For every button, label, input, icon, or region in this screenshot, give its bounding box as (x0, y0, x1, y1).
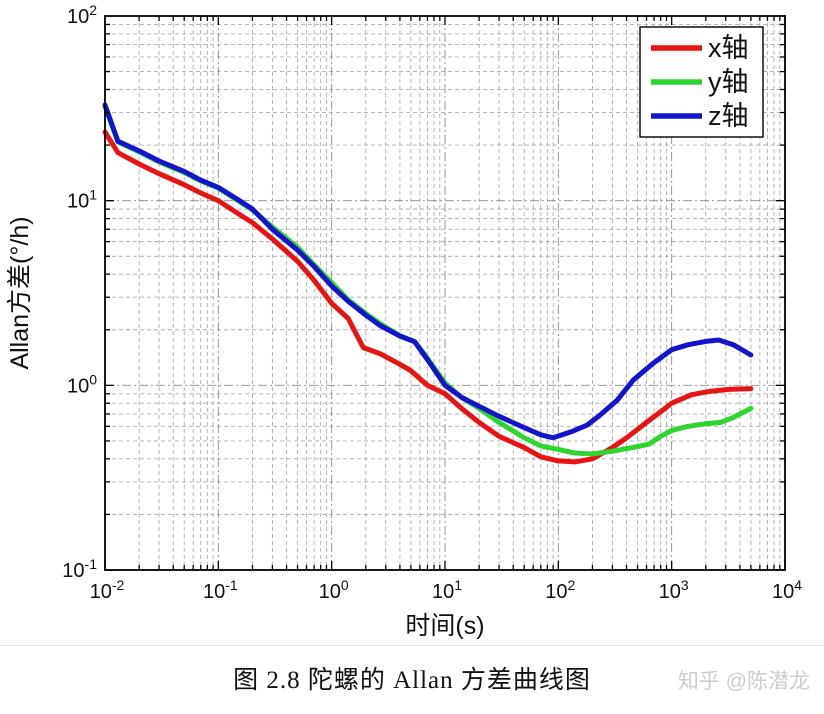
x-tick-label: 102 (545, 577, 575, 603)
figure-divider (0, 645, 824, 646)
watermark: 知乎 @陈潜龙 (677, 670, 810, 693)
x-tick-label: 103 (659, 577, 689, 603)
x-tick-label: 101 (432, 577, 462, 603)
y-tick-label: 102 (67, 2, 97, 28)
x-tick-label: 10-2 (90, 577, 125, 603)
x-axis-label: 时间(s) (405, 612, 484, 640)
legend-label-x轴: x轴 (708, 33, 749, 63)
curves (102, 102, 754, 465)
y-tick-label: 10-1 (62, 556, 97, 582)
x-tick-label: 104 (772, 577, 802, 603)
x-tick-label: 100 (319, 577, 349, 603)
x-tick-label: 10-1 (203, 577, 238, 603)
y-tick-label: 100 (67, 371, 97, 397)
ticks (104, 15, 786, 571)
curve-z轴 (102, 102, 754, 441)
y-axis-label: Allan方差(°/h) (6, 216, 34, 369)
figure-caption: 图 2.8 陀螺的 Allan 方差曲线图 (233, 667, 591, 694)
legend-label-y轴: y轴 (708, 67, 749, 97)
legend: x轴 y轴 z轴 (639, 26, 764, 138)
y-tick-label: 101 (67, 187, 97, 213)
curve-x轴 (102, 129, 754, 465)
legend-label-z轴: z轴 (708, 101, 749, 131)
